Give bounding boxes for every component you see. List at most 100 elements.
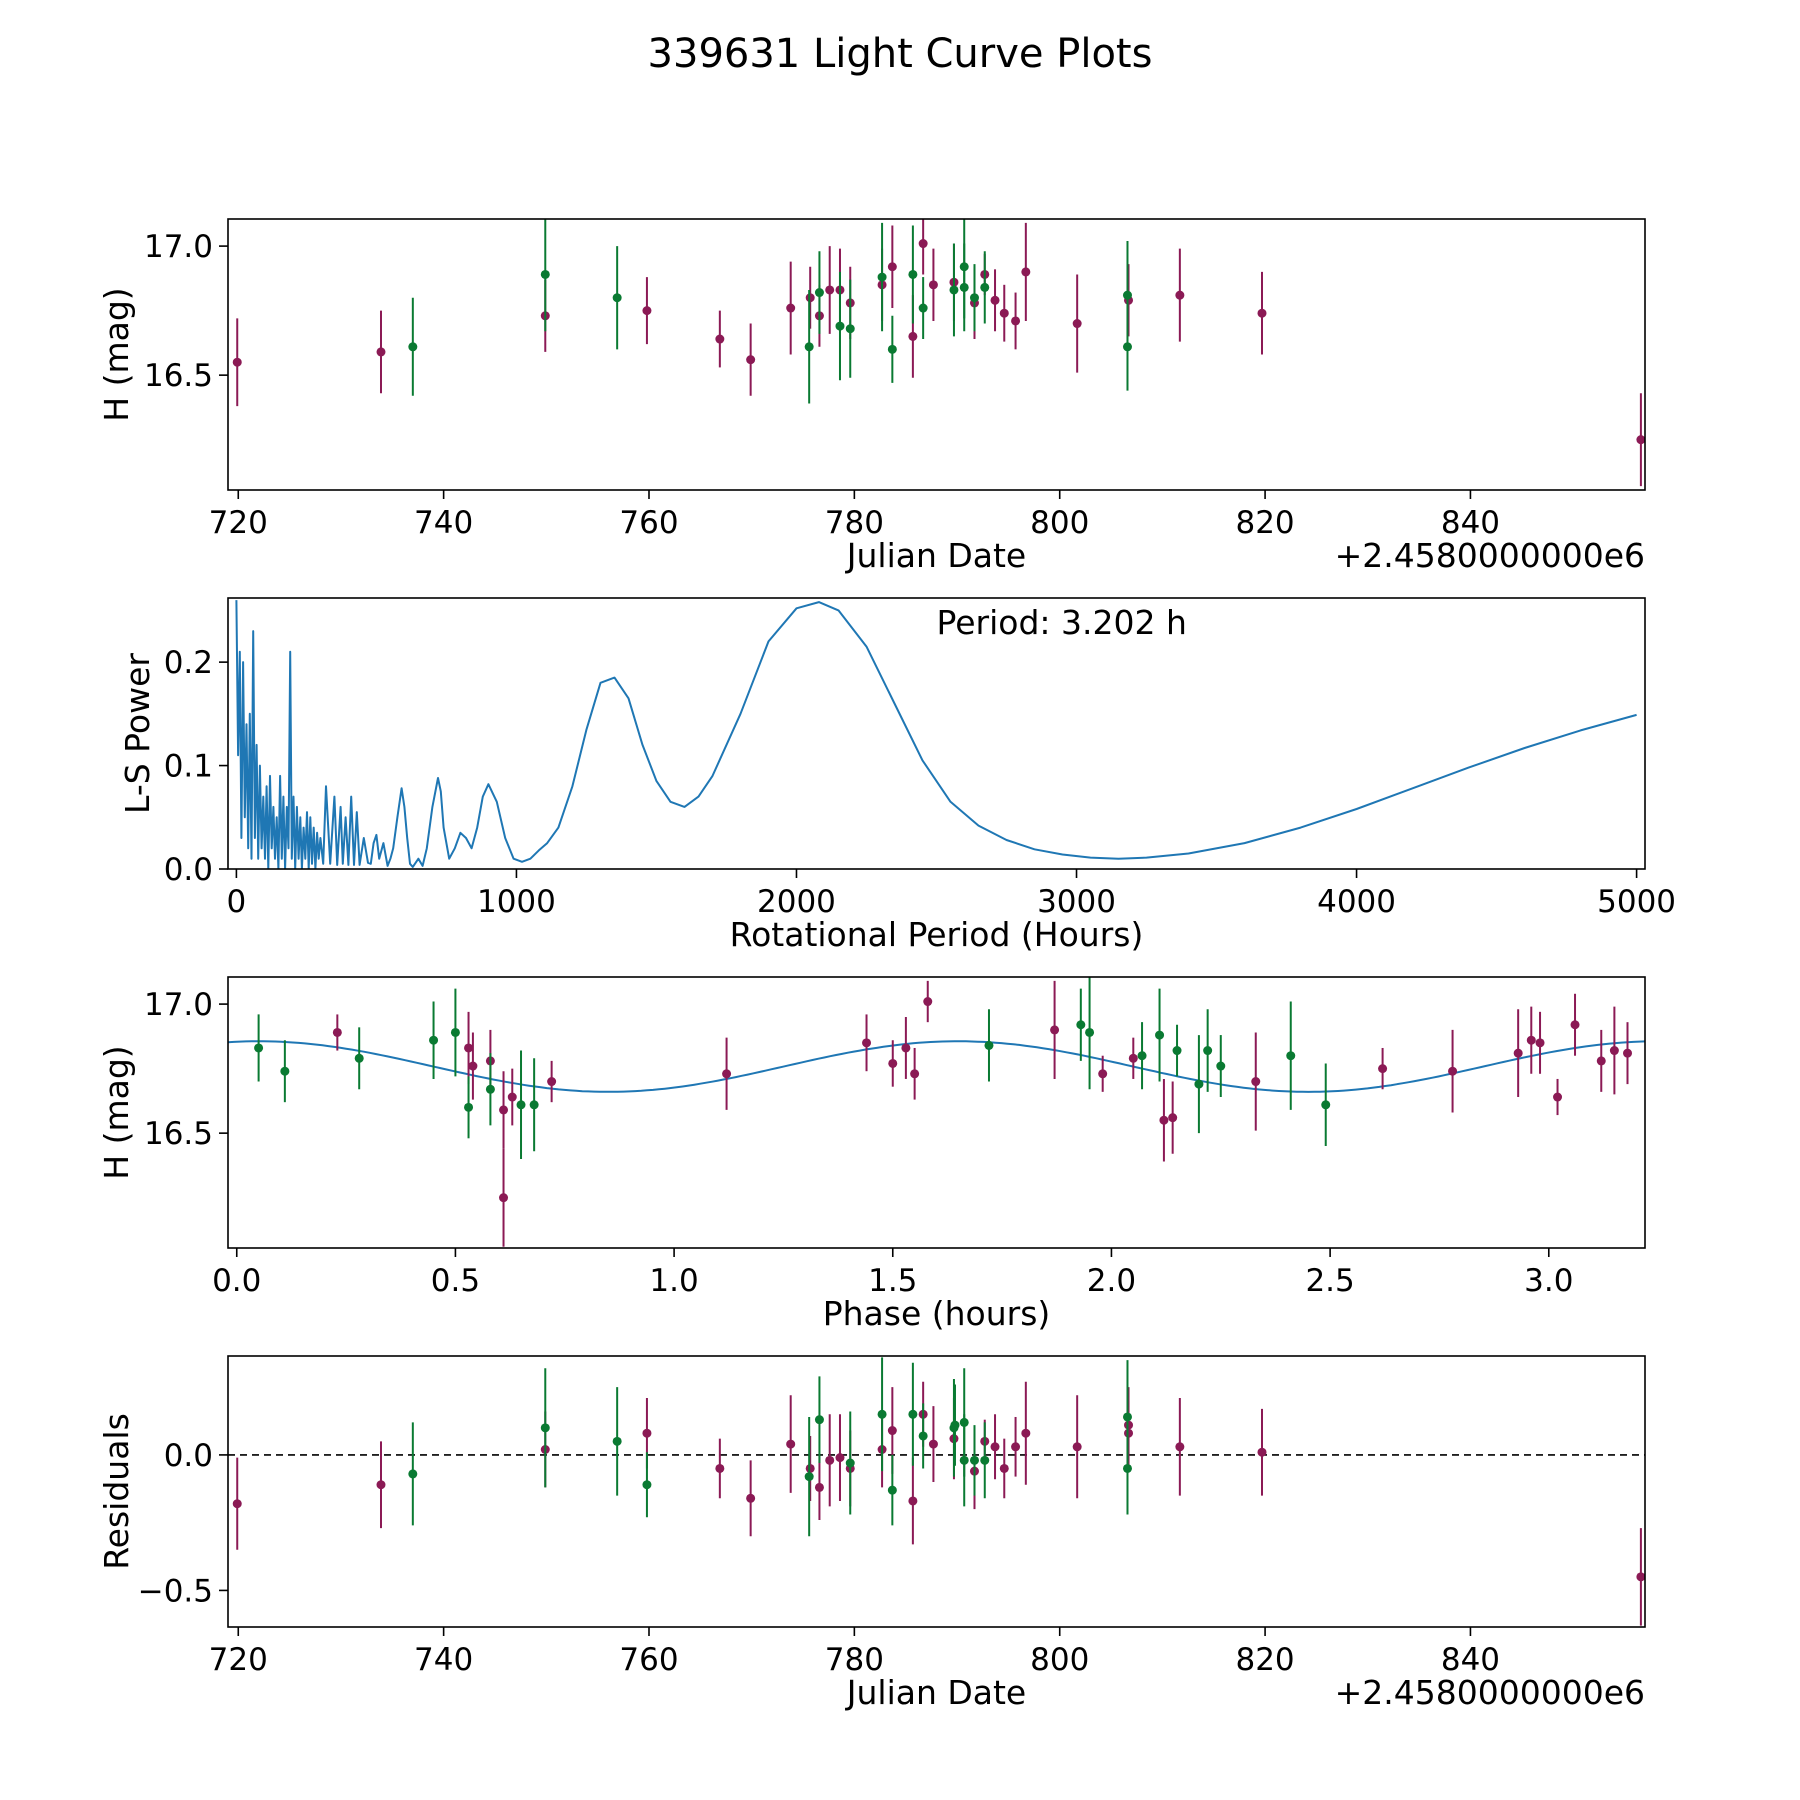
x-tick-label: 5000 <box>1597 884 1676 920</box>
data-point-magenta <box>376 1480 386 1490</box>
data-point-magenta <box>547 1077 557 1087</box>
data-point-magenta <box>1636 435 1645 445</box>
y-tick-label: 17.0 <box>144 229 213 265</box>
x-offset-text: +2.4580000000e6 <box>1335 536 1645 575</box>
data-point-magenta <box>805 293 815 303</box>
data-point-magenta <box>376 347 386 357</box>
x-tick-label: 740 <box>414 505 473 541</box>
data-point-green <box>959 282 969 292</box>
x-tick-label: 3000 <box>1037 884 1116 920</box>
data-point-magenta <box>928 1439 938 1449</box>
data-point-magenta <box>232 1499 242 1509</box>
data-point-magenta <box>715 1463 725 1473</box>
data-point-magenta <box>1072 1442 1082 1452</box>
data-point-green <box>950 1420 960 1430</box>
data-point-magenta <box>1011 1442 1021 1452</box>
data-point-green <box>804 342 814 352</box>
data-point-magenta <box>1175 290 1185 300</box>
plot-area <box>235 600 1637 869</box>
data-point-green <box>1321 1100 1331 1110</box>
model-curve <box>228 1040 1645 1093</box>
data-point-green <box>984 1040 994 1050</box>
data-point-magenta <box>1175 1442 1185 1452</box>
data-point-magenta <box>1128 1053 1138 1063</box>
data-point-magenta <box>1257 308 1267 318</box>
data-point-magenta <box>715 334 725 344</box>
data-point-green <box>804 1472 814 1482</box>
data-point-magenta <box>746 355 756 365</box>
data-point-green <box>408 1469 418 1479</box>
x-tick-label: 760 <box>619 1642 678 1678</box>
y-axis-label: Residuals <box>97 1413 136 1570</box>
data-point-green <box>969 1455 979 1465</box>
data-point-magenta <box>1553 1092 1563 1102</box>
data-point-magenta <box>1021 1428 1031 1438</box>
data-point-magenta <box>999 1463 1009 1473</box>
plot-area <box>232 219 1645 487</box>
data-point-magenta <box>825 1455 835 1465</box>
data-point-magenta <box>642 306 652 316</box>
data-point-magenta <box>887 262 897 272</box>
data-point-magenta <box>835 1453 845 1463</box>
data-point-green <box>969 293 979 303</box>
data-point-green <box>835 321 845 331</box>
plot-area <box>228 977 1645 1247</box>
data-point-green <box>959 1455 969 1465</box>
figure-title: 339631 Light Curve Plots <box>648 31 1153 77</box>
data-point-magenta <box>908 1496 918 1506</box>
x-tick-label: 780 <box>825 1642 884 1678</box>
data-point-magenta <box>1021 267 1031 277</box>
y-axis-label: H (mag) <box>97 1045 136 1179</box>
data-point-magenta <box>814 1482 824 1492</box>
data-point-green <box>1085 1027 1095 1037</box>
data-point-magenta <box>1623 1048 1633 1058</box>
data-point-green <box>612 293 622 303</box>
data-point-green <box>540 269 550 279</box>
data-point-magenta <box>499 1193 509 1203</box>
data-point-magenta <box>232 357 242 367</box>
data-point-green <box>877 1409 887 1419</box>
data-point-green <box>1076 1020 1086 1030</box>
data-point-magenta <box>1513 1048 1523 1058</box>
x-tick-label: 2.0 <box>1087 1263 1136 1299</box>
panel-lc: 720 740 760 780 800 820 840 16.5 17.0 Julian Date… <box>97 218 1646 575</box>
data-point-magenta <box>825 285 835 295</box>
data-point-green <box>814 1415 824 1425</box>
data-point-magenta <box>999 308 1009 318</box>
data-point-green <box>814 288 824 298</box>
data-point-green <box>908 1409 918 1419</box>
data-point-green <box>254 1043 264 1053</box>
data-point-magenta <box>642 1428 652 1438</box>
data-point-green <box>908 269 918 279</box>
y-tick-label: 0.0 <box>164 1438 213 1474</box>
data-point-magenta <box>908 331 918 341</box>
x-tick-label: 720 <box>209 505 268 541</box>
data-point-magenta <box>1159 1115 1169 1125</box>
x-tick-label: 840 <box>1441 505 1500 541</box>
data-point-magenta <box>990 295 1000 305</box>
data-point-magenta <box>1570 1020 1580 1030</box>
panel-phase: 0.0 0.5 1.0 1.5 2.0 2.5 3.0 16.5 17.0 Phase (hour… <box>97 976 1646 1333</box>
x-offset-text: +2.4580000000e6 <box>1335 1673 1645 1712</box>
data-point-green <box>1137 1051 1147 1061</box>
data-point-green <box>450 1027 460 1037</box>
data-point-green <box>1122 1412 1132 1422</box>
data-point-magenta <box>786 1439 796 1449</box>
data-point-green <box>877 272 887 282</box>
data-point-magenta <box>918 239 928 249</box>
panel-ls: 0 1000 2000 3000 4000 5000 0.0 0.1 0.2 Rotational… <box>118 597 1676 954</box>
data-point-magenta <box>1124 1428 1134 1438</box>
data-point-green <box>408 342 418 352</box>
data-point-green <box>1194 1079 1204 1089</box>
data-point-magenta <box>1448 1066 1458 1076</box>
x-axis-label: Rotational Period (Hours) <box>730 915 1144 954</box>
x-tick-label: 820 <box>1235 1642 1294 1678</box>
x-axis-label: Julian Date <box>845 1673 1027 1712</box>
period-annotation: Period: 3.202 h <box>937 603 1187 642</box>
x-tick-label: 2.5 <box>1305 1263 1354 1299</box>
data-point-magenta <box>507 1092 517 1102</box>
x-tick-label: 740 <box>414 1642 473 1678</box>
x-tick-label: 4000 <box>1317 884 1396 920</box>
x-tick-label: 800 <box>1030 1642 1089 1678</box>
data-point-green <box>1203 1046 1213 1056</box>
